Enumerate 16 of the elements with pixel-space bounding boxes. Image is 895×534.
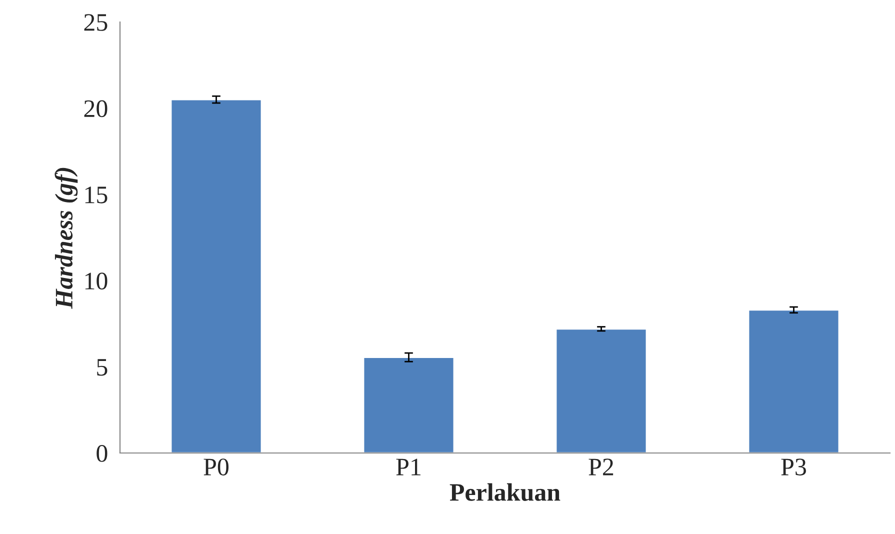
y-tick-label: 10 [85, 272, 108, 290]
x-tick-label: P1 [396, 458, 420, 476]
y-axis-title: Hardness (gf) [54, 168, 78, 309]
bar [362, 356, 455, 453]
bar [555, 328, 648, 453]
y-tick-label: 20 [84, 100, 108, 118]
x-tick-label: P0 [204, 458, 228, 476]
bar [170, 98, 262, 453]
y-tick-label: 5 [97, 359, 108, 376]
x-tick-label: P3 [781, 458, 806, 476]
bar [748, 309, 840, 453]
x-axis-title: Perlakuan [450, 483, 560, 501]
y-tick-label: 15 [85, 186, 108, 204]
y-tick-label: 0 [96, 445, 108, 462]
x-tick-label: P2 [588, 458, 614, 476]
y-tick-label: 25 [84, 14, 108, 31]
